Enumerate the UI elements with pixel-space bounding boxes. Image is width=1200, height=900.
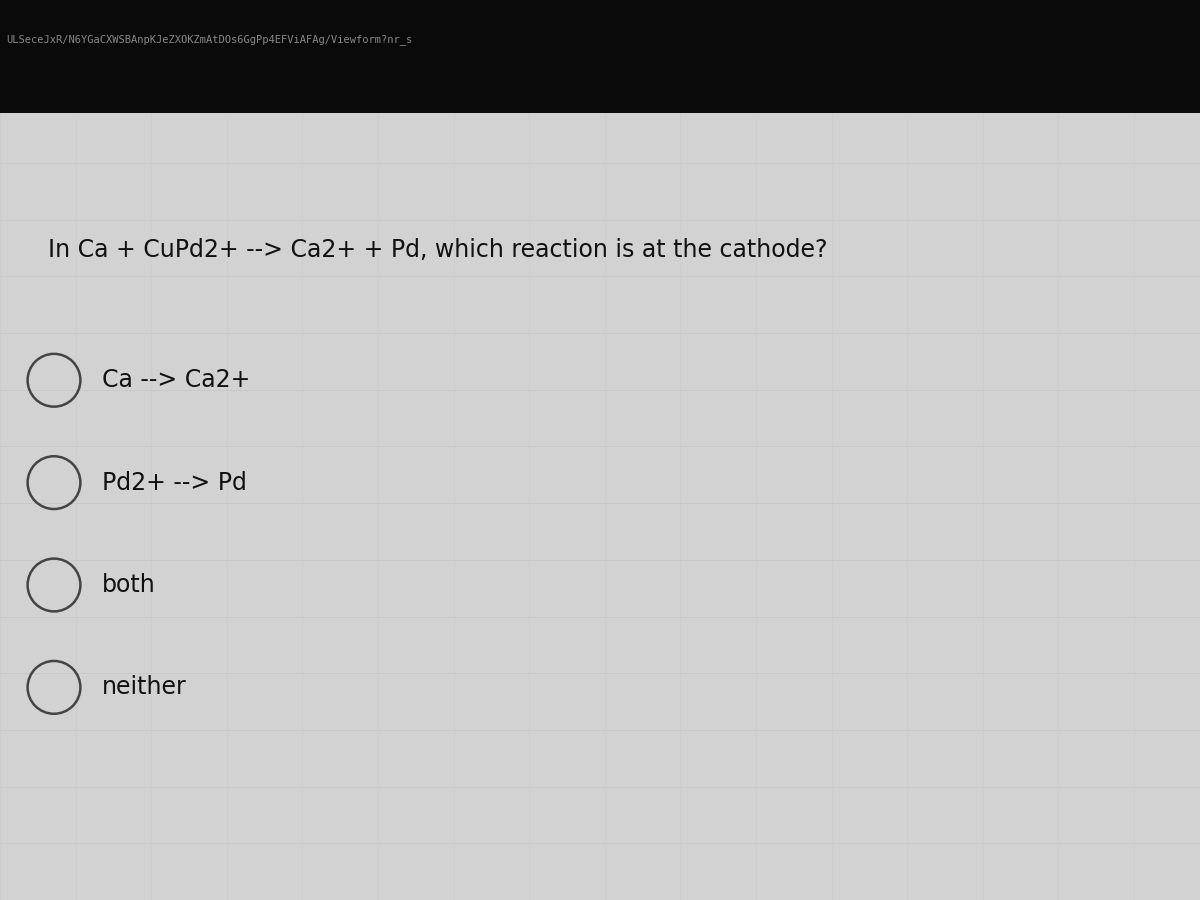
Text: both: both — [102, 573, 156, 597]
Text: Pd2+ --> Pd: Pd2+ --> Pd — [102, 471, 247, 495]
Text: neither: neither — [102, 675, 187, 699]
Text: Ca --> Ca2+: Ca --> Ca2+ — [102, 368, 251, 392]
Text: In Ca + CuPd2+ --> Ca2+ + Pd, which reaction is at the cathode?: In Ca + CuPd2+ --> Ca2+ + Pd, which reac… — [48, 238, 828, 263]
Text: ULSeceJxR/N6YGaCXWSBAnpKJeZXOKZmAtDOs6GgPp4EFViAFAg/Viewform?nr_s: ULSeceJxR/N6YGaCXWSBAnpKJeZXOKZmAtDOs6Gg… — [6, 34, 413, 45]
